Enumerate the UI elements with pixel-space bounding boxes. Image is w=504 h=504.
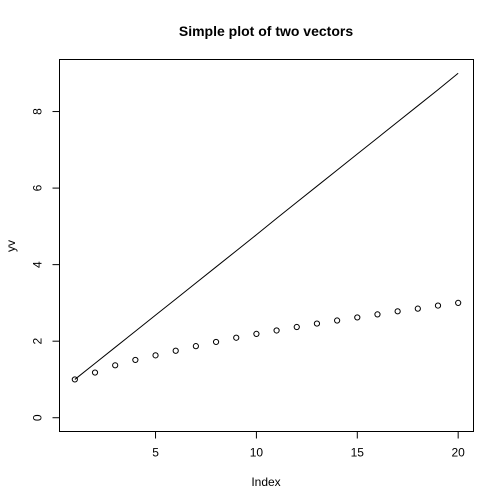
y-tick-label: 4: [31, 261, 45, 268]
series-2-point: [335, 318, 340, 323]
series-2-point: [153, 353, 158, 358]
series-2-point: [133, 357, 138, 362]
series-1-line: [75, 73, 458, 379]
series-2-point: [92, 370, 97, 375]
series-2-point: [234, 335, 239, 340]
x-tick-label: 10: [250, 446, 264, 460]
series-2-point: [193, 344, 198, 349]
series-2-point: [456, 300, 461, 305]
series-2-point: [213, 339, 218, 344]
series-2-point: [113, 363, 118, 368]
y-tick-label: 8: [31, 108, 45, 115]
x-axis: 5 10 15 20: [152, 432, 465, 460]
y-tick-label: 6: [31, 184, 45, 191]
chart-title: Simple plot of two vectors: [179, 23, 353, 39]
series-2-point: [314, 321, 319, 326]
series-2-point: [274, 328, 279, 333]
series-2-point: [375, 312, 380, 317]
series-2-point: [254, 331, 259, 336]
series-2-point: [435, 303, 440, 308]
x-tick-label: 5: [152, 446, 159, 460]
x-tick-label: 15: [351, 446, 365, 460]
series-2-point: [294, 324, 299, 329]
series-2-point: [173, 348, 178, 353]
x-tick-label: 20: [451, 446, 465, 460]
series-2-point: [415, 306, 420, 311]
series-2-point: [395, 309, 400, 314]
series-2-point: [355, 315, 360, 320]
y-tick-label: 2: [31, 338, 45, 345]
plot-frame: [60, 60, 474, 432]
series-layer: [72, 73, 461, 382]
y-axis: 0 2 4 6 8: [31, 108, 60, 421]
y-axis-label: yv: [4, 240, 18, 252]
y-tick-label: 0: [31, 414, 45, 421]
x-axis-label: Index: [251, 475, 280, 489]
